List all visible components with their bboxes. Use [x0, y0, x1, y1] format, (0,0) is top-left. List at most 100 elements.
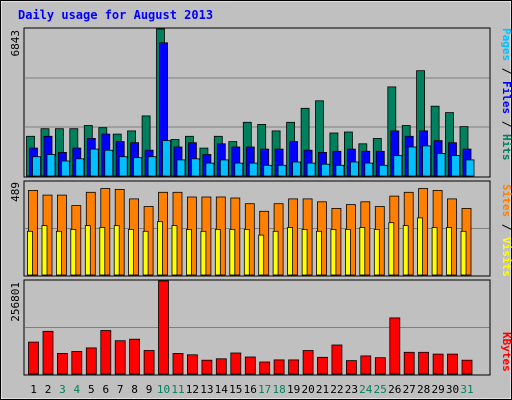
day-label: 29 [431, 383, 444, 396]
pages-bar [306, 162, 316, 177]
pages-bar [147, 156, 157, 177]
day-label: 14 [215, 383, 229, 396]
sites-bar [330, 228, 337, 276]
sites-bar [344, 228, 351, 276]
kbytes-bar [360, 355, 372, 375]
sites-bar [70, 228, 77, 276]
sites-bar [359, 227, 366, 276]
bars [26, 28, 475, 375]
day-label: 24 [359, 383, 373, 396]
sites-bar [185, 228, 192, 276]
sites-bar [171, 225, 178, 276]
day-label: 18 [272, 383, 285, 396]
day-label: 13 [200, 383, 213, 396]
sites-bar [373, 228, 380, 276]
legend-separator: / [500, 68, 512, 75]
sites-bar [200, 230, 207, 276]
day-label: 4 [73, 383, 80, 396]
day-label: 11 [171, 383, 184, 396]
day-label: 22 [330, 383, 343, 396]
pages-bar [234, 162, 244, 177]
hits-panel-max-label: 6843 [9, 30, 22, 57]
sites-bar [388, 222, 395, 276]
kbytes-panel-legend: KBytes [500, 332, 512, 372]
sites-bar [128, 228, 135, 276]
day-label: 15 [229, 383, 242, 396]
visits-panel-legend: Sites / Visits [500, 184, 512, 277]
legend-files: Files [500, 81, 512, 114]
kbytes-bar [186, 354, 198, 375]
day-label: 8 [131, 383, 138, 396]
legend-separator: / [500, 224, 512, 231]
sites-bar [157, 221, 163, 276]
kbytes-bar [461, 359, 473, 375]
sites-bar [229, 228, 236, 276]
legend-sites: Sites [500, 184, 512, 217]
day-label: 30 [446, 383, 459, 396]
x-axis-day-labels: 1 2 3 4 5 6 7 8 9 10 11 12 13 14 15 16 17 18 19 20 21 22 23 24 2… [30, 383, 473, 396]
kbytes-panel-max-label: 256801 [9, 282, 22, 322]
pages-bar [436, 152, 446, 177]
kbytes-bar [273, 359, 285, 375]
day-label: 2 [45, 383, 52, 396]
sites-bar [316, 230, 322, 276]
kbytes-bar [432, 353, 444, 375]
sites-bar [460, 230, 467, 276]
day-label: 3 [59, 383, 66, 396]
kbytes-bar [129, 338, 141, 375]
pages-bar [349, 161, 359, 177]
legend-separator: / [500, 121, 512, 128]
day-label: 17 [258, 383, 271, 396]
pages-bar [176, 159, 186, 177]
kbytes-bar [42, 330, 54, 375]
kbytes-bar [172, 352, 184, 375]
pages-bar [133, 157, 143, 177]
sites-bar [41, 225, 48, 276]
pages-bar [364, 162, 374, 177]
pages-bar [118, 156, 128, 177]
kbytes-bar [158, 280, 169, 375]
sites-bar [272, 230, 279, 276]
sites-bar [417, 217, 424, 276]
sites-bar [27, 230, 33, 276]
sites-bar [446, 227, 452, 276]
sites-bar [402, 225, 409, 276]
day-label: 26 [388, 383, 401, 396]
day-label: 12 [186, 383, 199, 396]
day-label: 27 [403, 383, 416, 396]
pages-bar [451, 155, 460, 177]
sites-bar [142, 230, 149, 276]
pages-bar [321, 163, 330, 177]
kbytes-bar [317, 356, 328, 375]
day-label: 5 [88, 383, 95, 396]
kbytes-bar [447, 353, 458, 375]
day-label: 1 [30, 383, 37, 396]
pages-bar [219, 159, 229, 177]
sites-bar [84, 225, 91, 276]
kbytes-bar [345, 360, 357, 375]
legend-kbytes: KBytes [500, 332, 512, 372]
pages-bar [75, 158, 85, 177]
kbytes-bar [288, 359, 300, 375]
pages-bar [407, 146, 417, 177]
pages-bar [46, 154, 56, 177]
pages-bar [378, 164, 388, 177]
visits-panel-max-label: 489 [9, 182, 22, 202]
kbytes-bar [100, 330, 112, 375]
pages-bar [393, 155, 403, 177]
pages-bar [205, 162, 215, 177]
kbytes-bar [331, 344, 343, 375]
pages-bar [162, 140, 171, 177]
kbytes-bar [215, 358, 227, 375]
legend-hits: Hits [500, 134, 512, 161]
kbytes-bar [403, 351, 415, 375]
day-label: 23 [345, 383, 358, 396]
day-label: 6 [102, 383, 109, 396]
day-label: 9 [146, 383, 153, 396]
kbytes-bar [244, 356, 256, 375]
kbytes-bar [230, 352, 242, 375]
kbytes-bar [259, 361, 271, 375]
sites-bar [113, 225, 120, 276]
kbytes-bar [28, 341, 39, 375]
pages-bar [335, 164, 345, 177]
